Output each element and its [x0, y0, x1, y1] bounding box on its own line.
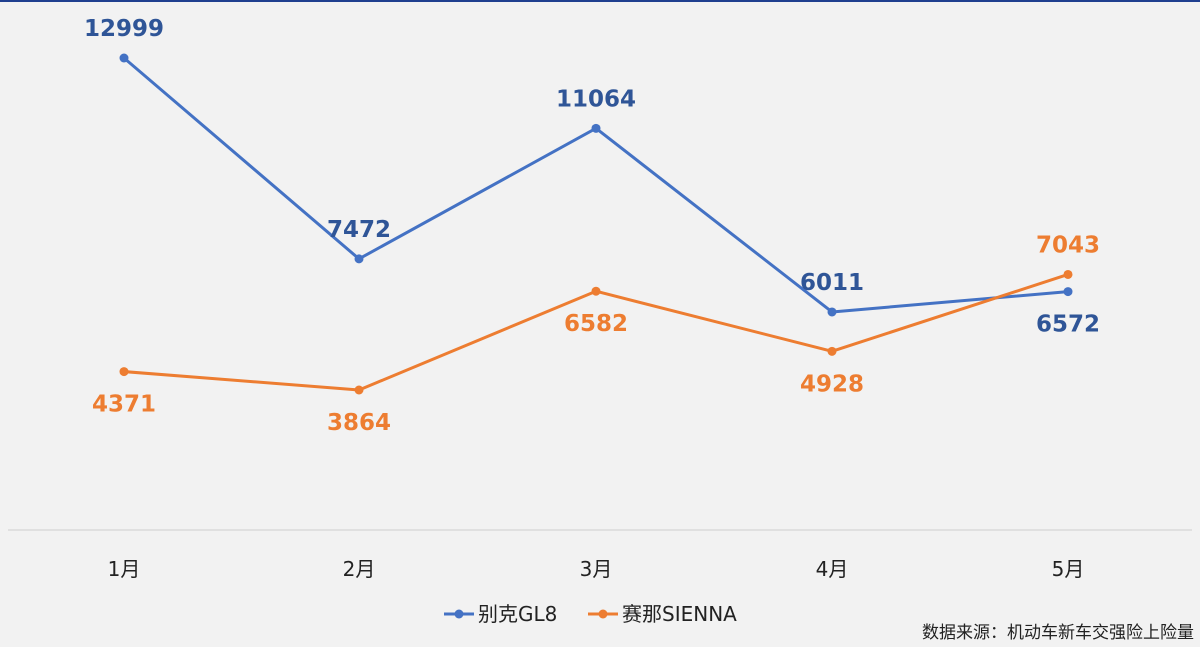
- legend-label-2: 赛那SIENNA: [622, 602, 737, 626]
- series-layer: [119, 53, 1073, 395]
- legend-marker-2: [598, 609, 608, 619]
- data-label-2-1: 4371: [92, 392, 156, 418]
- data-point-1-3: [591, 123, 601, 133]
- data-point-1-1: [119, 53, 129, 63]
- legend: 别克GL8 赛那SIENNA: [444, 602, 737, 626]
- legend-label-1: 别克GL8: [478, 602, 557, 626]
- data-point-2-1: [119, 367, 129, 377]
- data-label-2-4: 4928: [800, 371, 864, 397]
- x-tick-label-3: 3月: [580, 557, 613, 581]
- data-label-2-5: 7043: [1036, 232, 1100, 258]
- data-point-2-3: [591, 286, 601, 296]
- x-tick-label-5: 5月: [1052, 557, 1085, 581]
- data-point-1-2: [354, 254, 364, 264]
- x-tick-label-4: 4月: [816, 557, 849, 581]
- data-label-1-4: 6011: [800, 270, 864, 296]
- data-label-2-2: 3864: [327, 410, 391, 436]
- data-point-2-5: [1063, 269, 1073, 279]
- data-label-1-3: 11064: [556, 86, 636, 112]
- data-point-2-2: [354, 385, 364, 395]
- data-label-layer: 12999 7472 11064 6011 6572 4371 3864 6582 4928 70…: [84, 16, 1100, 436]
- data-label-1-2: 7472: [327, 217, 391, 243]
- x-tick-label-1: 1月: [108, 557, 141, 581]
- data-label-2-3: 6582: [564, 311, 628, 337]
- data-label-1-5: 6572: [1036, 312, 1100, 338]
- data-point-1-5: [1063, 287, 1073, 297]
- data-point-1-4: [827, 307, 837, 317]
- data-label-1-1: 12999: [84, 16, 164, 42]
- x-tick-label-2: 2月: [343, 557, 376, 581]
- data-point-2-4: [827, 346, 837, 356]
- source-note: 数据来源：机动车新车交强险上险量: [922, 623, 1194, 643]
- x-tick-layer: 1月 2月 3月 4月 5月: [108, 557, 1085, 581]
- legend-marker-1: [454, 609, 464, 619]
